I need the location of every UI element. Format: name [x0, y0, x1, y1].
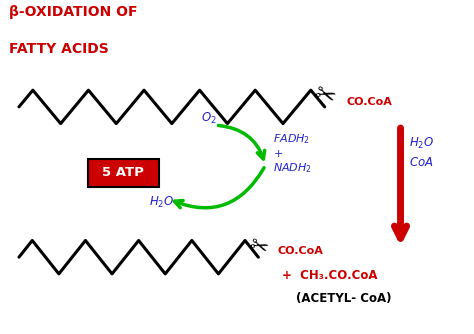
Text: $H_2O$: $H_2O$: [148, 194, 174, 210]
Text: $FADH_2$
$+$
$NADH_2$: $FADH_2$ $+$ $NADH_2$: [273, 133, 311, 175]
FancyBboxPatch shape: [88, 159, 159, 187]
Text: CO.CoA: CO.CoA: [346, 97, 392, 107]
Text: $O_2$: $O_2$: [201, 111, 217, 126]
Text: ✂: ✂: [311, 82, 338, 112]
Text: FATTY ACIDS: FATTY ACIDS: [9, 42, 109, 56]
Text: ✂: ✂: [246, 234, 271, 260]
Text: β-OXIDATION OF: β-OXIDATION OF: [9, 5, 138, 19]
Text: +  CH₃.CO.CoA: + CH₃.CO.CoA: [282, 269, 377, 282]
Text: 5 ATP: 5 ATP: [102, 166, 144, 179]
Text: (ACETYL- CoA): (ACETYL- CoA): [296, 293, 392, 305]
Text: $H_2O$
$CoA$: $H_2O$ $CoA$: [409, 135, 434, 169]
Text: CO.CoA: CO.CoA: [277, 245, 323, 256]
